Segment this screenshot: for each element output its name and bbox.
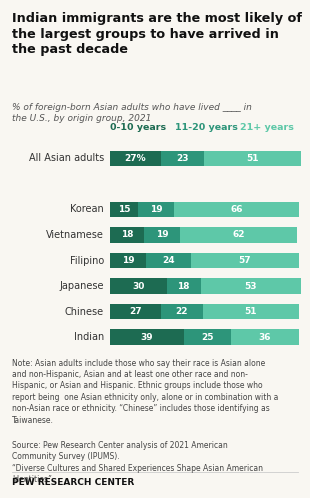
Bar bbox=[146, 253, 191, 268]
Text: 51: 51 bbox=[244, 307, 257, 316]
Text: 27%: 27% bbox=[125, 154, 146, 163]
Text: 53: 53 bbox=[244, 281, 257, 290]
Text: % of foreign-born Asian adults who have lived ____ in
the U.S., by origin group,: % of foreign-born Asian adults who have … bbox=[12, 103, 252, 123]
Text: 51: 51 bbox=[246, 154, 259, 163]
Text: 62: 62 bbox=[232, 231, 245, 240]
Text: Indian: Indian bbox=[73, 332, 104, 342]
Text: Japanese: Japanese bbox=[59, 281, 104, 291]
Text: 0-10 years: 0-10 years bbox=[110, 123, 166, 132]
Text: 24: 24 bbox=[162, 256, 175, 265]
Bar bbox=[184, 329, 231, 345]
Text: 22: 22 bbox=[175, 307, 188, 316]
Bar bbox=[110, 278, 167, 294]
Text: Note: Asian adults include those who say their race is Asian alone
and non-Hispa: Note: Asian adults include those who say… bbox=[12, 359, 279, 425]
Bar bbox=[161, 151, 204, 166]
Bar bbox=[110, 304, 161, 319]
Text: 30: 30 bbox=[132, 281, 144, 290]
Bar bbox=[110, 202, 138, 217]
Text: 19: 19 bbox=[156, 231, 168, 240]
Bar bbox=[110, 329, 184, 345]
Bar bbox=[231, 329, 299, 345]
Bar bbox=[204, 151, 301, 166]
Text: 18: 18 bbox=[121, 231, 133, 240]
Text: All Asian adults: All Asian adults bbox=[29, 153, 104, 163]
Text: 66: 66 bbox=[230, 205, 243, 214]
Text: Indian immigrants are the most likely of
the largest groups to have arrived in
t: Indian immigrants are the most likely of… bbox=[12, 12, 302, 56]
Text: 19: 19 bbox=[150, 205, 163, 214]
Bar bbox=[201, 278, 301, 294]
Text: Source: Pew Research Center analysis of 2021 American
Community Survey (IPUMS).
: Source: Pew Research Center analysis of … bbox=[12, 441, 264, 484]
Bar bbox=[110, 253, 146, 268]
Bar bbox=[191, 253, 299, 268]
Bar bbox=[167, 278, 201, 294]
Text: 57: 57 bbox=[239, 256, 251, 265]
Text: 11-20 years: 11-20 years bbox=[175, 123, 238, 132]
Bar bbox=[202, 304, 299, 319]
Text: 39: 39 bbox=[140, 333, 153, 342]
Text: 27: 27 bbox=[129, 307, 142, 316]
Bar bbox=[110, 151, 161, 166]
Text: PEW RESEARCH CENTER: PEW RESEARCH CENTER bbox=[12, 478, 135, 487]
Bar bbox=[161, 304, 202, 319]
Text: Vietnamese: Vietnamese bbox=[46, 230, 104, 240]
Bar bbox=[138, 202, 174, 217]
Bar bbox=[174, 202, 299, 217]
Text: 23: 23 bbox=[176, 154, 189, 163]
Text: Korean: Korean bbox=[70, 205, 104, 215]
Text: 21+ years: 21+ years bbox=[240, 123, 294, 132]
Bar bbox=[180, 228, 297, 243]
Text: Filipino: Filipino bbox=[70, 255, 104, 265]
Text: 19: 19 bbox=[122, 256, 134, 265]
Text: 18: 18 bbox=[177, 281, 190, 290]
Bar bbox=[144, 228, 180, 243]
Text: 36: 36 bbox=[259, 333, 271, 342]
Text: 25: 25 bbox=[201, 333, 214, 342]
Text: 15: 15 bbox=[118, 205, 131, 214]
Bar bbox=[110, 228, 144, 243]
Text: Chinese: Chinese bbox=[65, 307, 104, 317]
